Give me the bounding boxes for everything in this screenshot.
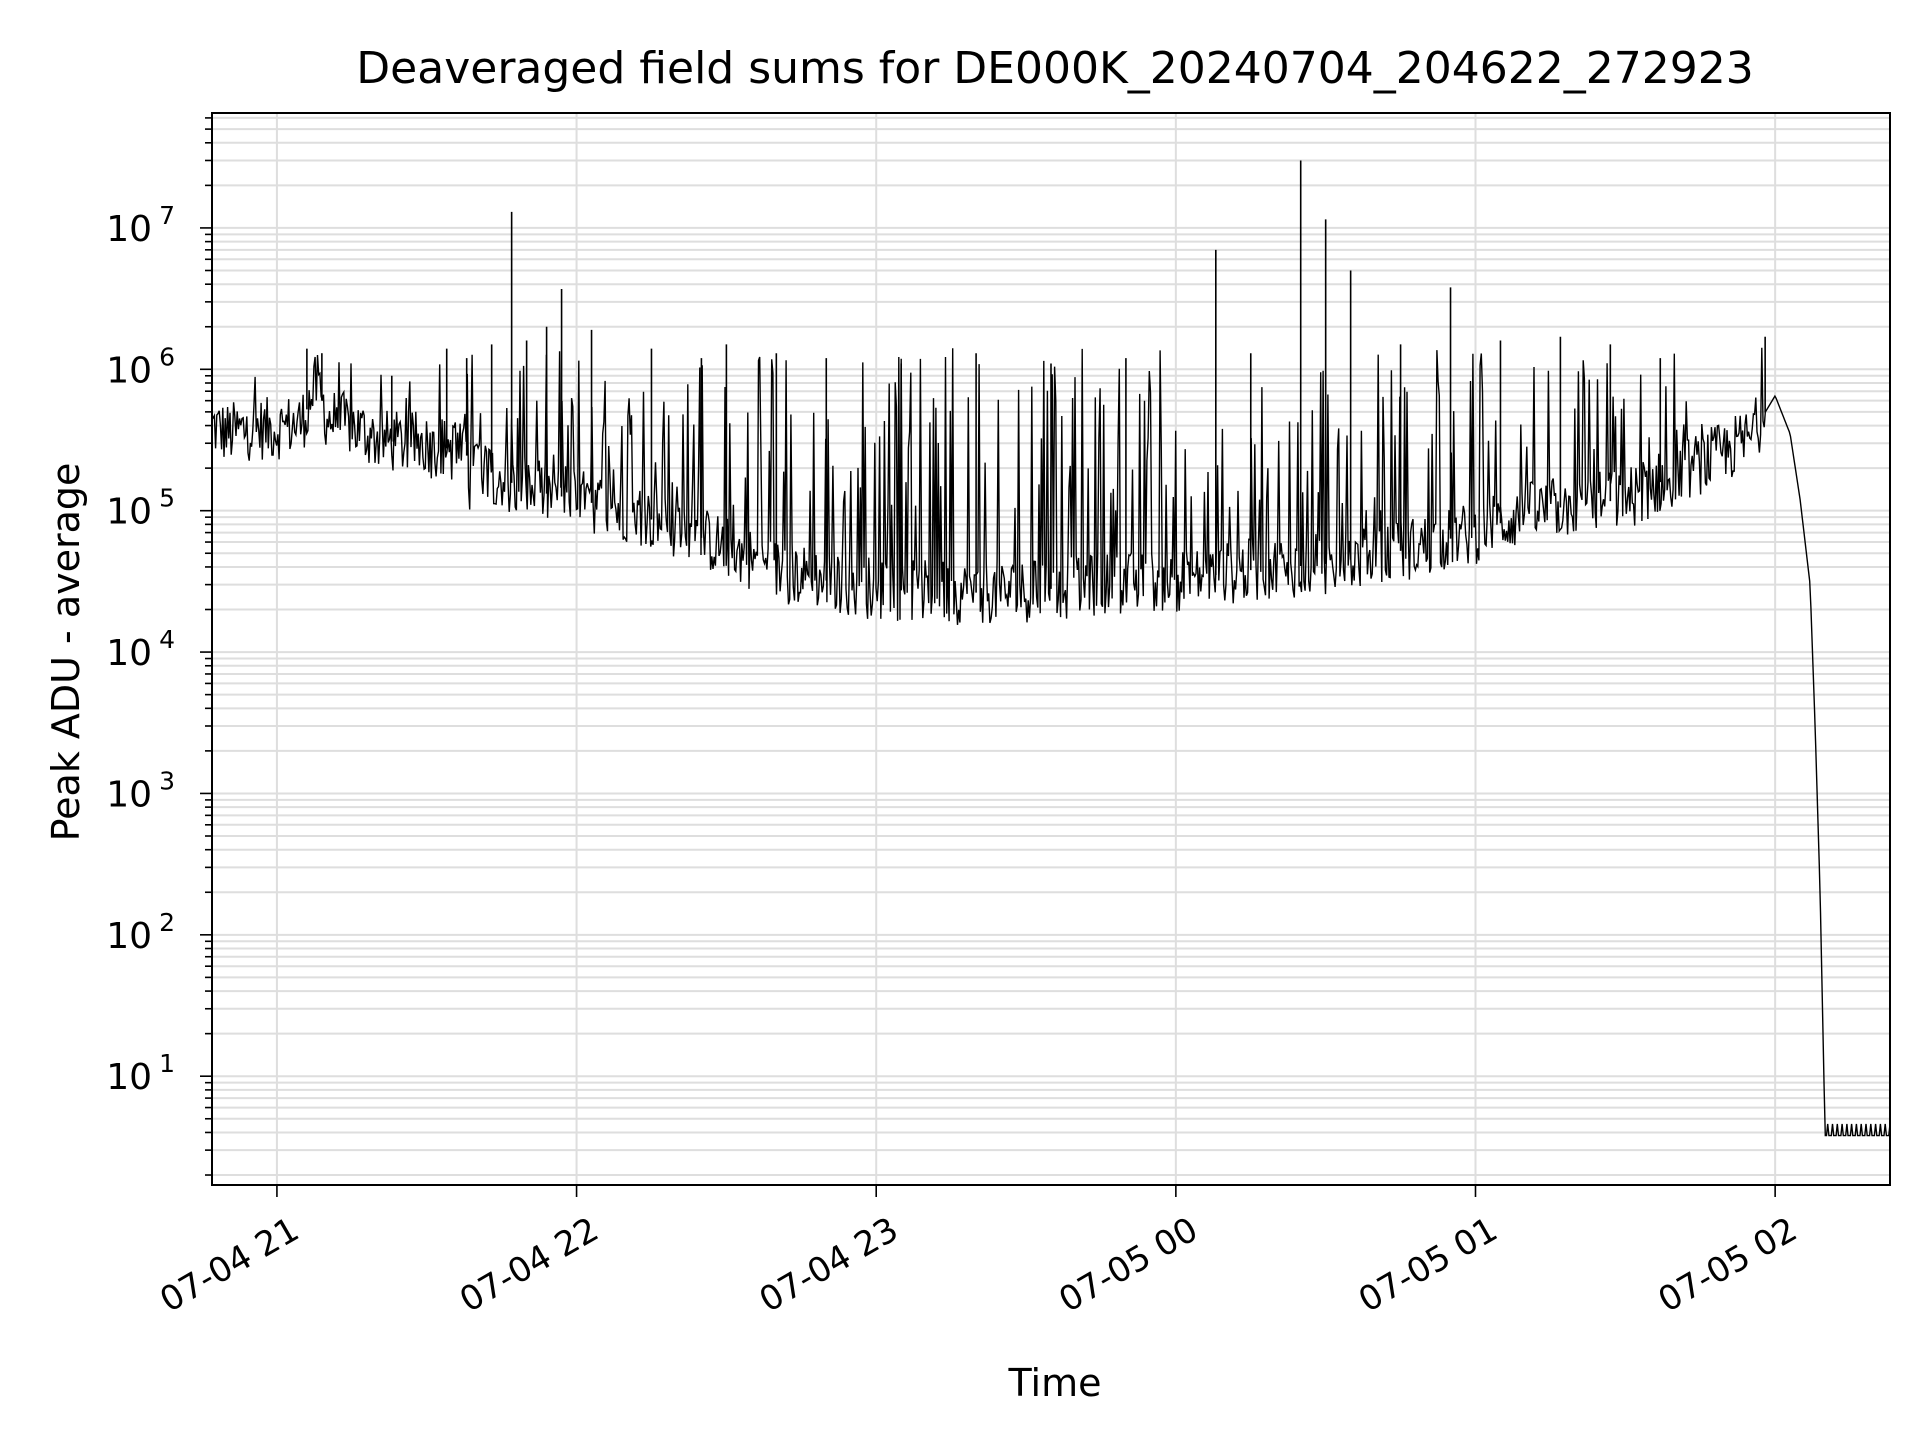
y-tick-label: 10 bbox=[106, 350, 152, 391]
y-tick-base: 10 bbox=[106, 1057, 152, 1098]
y-axis-label: Peak ADU - average bbox=[44, 463, 88, 842]
y-tick-exponent: 7 bbox=[159, 201, 175, 230]
y-tick-base: 10 bbox=[106, 209, 152, 250]
y-tick-base: 10 bbox=[106, 774, 152, 815]
y-tick-label: 10 bbox=[106, 633, 152, 674]
chart-title: Deaveraged field sums for DE000K_2024070… bbox=[356, 43, 1753, 94]
y-tick-base: 10 bbox=[106, 492, 152, 533]
plot-area bbox=[212, 160, 1890, 1137]
y-tick-label: 10 bbox=[106, 774, 152, 815]
series-group bbox=[212, 160, 1890, 1137]
y-tick-exponent: 5 bbox=[159, 484, 175, 513]
axes-frame bbox=[211, 112, 1891, 1186]
y-tick-label: 10 bbox=[106, 916, 152, 957]
y-tick-label: 10 bbox=[106, 1057, 152, 1098]
y-tick-exponent: 2 bbox=[159, 908, 175, 937]
x-axis-label: Time bbox=[1008, 1361, 1102, 1405]
grid bbox=[212, 113, 1890, 1185]
y-tick-exponent: 6 bbox=[159, 342, 175, 371]
y-tick-base: 10 bbox=[106, 916, 152, 957]
y-tick-exponent: 3 bbox=[159, 766, 175, 795]
y-tick-label: 10 bbox=[106, 209, 152, 250]
y-tick-base: 10 bbox=[106, 350, 152, 391]
y-tick-base: 10 bbox=[106, 633, 152, 674]
y-tick-exponent: 4 bbox=[159, 625, 175, 654]
y-tick-label: 10 bbox=[106, 492, 152, 533]
y-tick-exponent: 1 bbox=[159, 1049, 175, 1078]
